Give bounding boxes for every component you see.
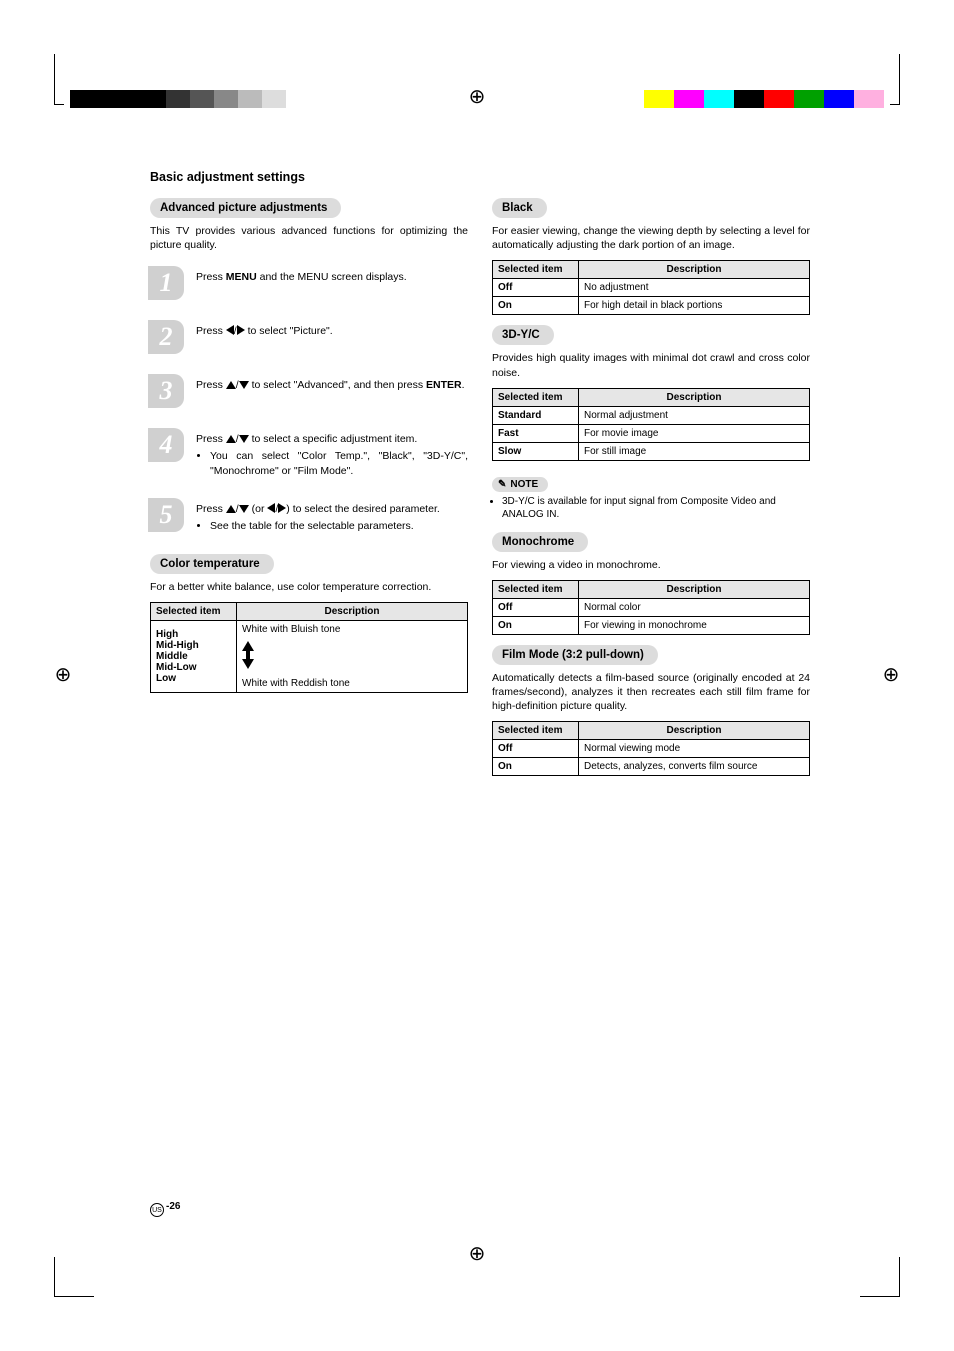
crop-mark-icon <box>860 1257 900 1297</box>
registration-bar-left <box>70 90 286 108</box>
section-heading: Monochrome <box>492 532 588 552</box>
crosshair-icon: ⊕ <box>466 1243 488 1265</box>
step-number-badge: 3 <box>148 374 184 408</box>
crop-mark-icon <box>54 54 94 94</box>
section: Film Mode (3:2 pull-down) Automatically d… <box>492 645 810 777</box>
section-intro: For viewing a video in monochrome. <box>492 558 810 572</box>
section-heading-advanced: Advanced picture adjustments <box>150 198 341 218</box>
step-text: Press / to select "Picture". <box>196 320 333 339</box>
section-intro: Provides high quality images with minima… <box>492 351 810 379</box>
step-text: Press / to select a specific adjustment … <box>196 428 468 478</box>
section-heading: Film Mode (3:2 pull-down) <box>492 645 658 665</box>
page-title: Basic adjustment settings <box>150 170 810 184</box>
step: 4 Press / to select a specific adjustment… <box>150 428 468 478</box>
crop-mark-icon <box>860 54 900 94</box>
section-intro: For easier viewing, change the viewing d… <box>492 224 810 252</box>
step-number-badge: 4 <box>148 428 184 462</box>
page-content: Basic adjustment settings Advanced pictu… <box>150 170 810 786</box>
step-number-badge: 5 <box>148 498 184 532</box>
crosshair-icon: ⊕ <box>52 664 74 686</box>
note-list: 3D-Y/C is available for input signal fro… <box>502 495 810 522</box>
region-badge: US <box>150 1203 164 1217</box>
section-intro: Automatically detects a film-based sourc… <box>492 671 810 714</box>
section-intro-colortemp: For a better white balance, use color te… <box>150 580 468 594</box>
options-table: Selected itemDescriptionStandardNormal a… <box>492 388 810 461</box>
options-table: Selected itemDescriptionOffNormal colorO… <box>492 580 810 635</box>
step-number-badge: 1 <box>148 266 184 300</box>
step: 2 Press / to select "Picture". <box>150 320 468 354</box>
section-heading: 3D-Y/C <box>492 325 554 345</box>
note-icon: ✎ <box>498 479 506 490</box>
scale-top-label: White with Bluish tone <box>242 624 462 635</box>
up-down-arrow-icon <box>242 641 254 669</box>
step-number-badge: 2 <box>148 320 184 354</box>
section-intro-advanced: This TV provides various advanced functi… <box>150 224 468 252</box>
scale-bottom-label: White with Reddish tone <box>242 678 462 689</box>
table-header: Description <box>237 602 468 620</box>
step: 1 Press MENU and the MENU screen displays… <box>150 266 468 300</box>
step-text: Press / to select "Advanced", and then p… <box>196 374 465 393</box>
colortemp-items: HighMid-HighMiddleMid-LowLow <box>151 620 237 692</box>
colortemp-table: Selected item Description HighMid-HighMi… <box>150 602 468 693</box>
table-header: Selected item <box>151 602 237 620</box>
section-heading: Black <box>492 198 547 218</box>
step-text: Press / (or /) to select the desired par… <box>196 498 440 533</box>
page-number: US-26 <box>150 1201 180 1217</box>
crop-mark-icon <box>54 1257 94 1297</box>
crosshair-icon: ⊕ <box>466 86 488 108</box>
colortemp-scale: White with Bluish tone White with Reddis… <box>237 620 468 692</box>
registration-bar-right <box>644 90 884 108</box>
note-badge: ✎NOTE <box>492 477 548 492</box>
section: 3D-Y/C Provides high quality images with … <box>492 325 810 521</box>
crosshair-icon: ⊕ <box>880 664 902 686</box>
options-table: Selected itemDescriptionOffNo adjustment… <box>492 260 810 315</box>
section: Black For easier viewing, change the view… <box>492 198 810 315</box>
right-column: Black For easier viewing, change the view… <box>492 198 810 786</box>
left-column: Advanced picture adjustments This TV pro… <box>150 198 468 786</box>
step: 3 Press / to select "Advanced", and then … <box>150 374 468 408</box>
section: Monochrome For viewing a video in monochr… <box>492 532 810 635</box>
options-table: Selected itemDescriptionOffNormal viewin… <box>492 721 810 776</box>
step: 5 Press / (or /) to select the desired pa… <box>150 498 468 533</box>
section-heading-colortemp: Color temperature <box>150 554 274 574</box>
steps-list: 1 Press MENU and the MENU screen displays… <box>150 266 468 533</box>
step-text: Press MENU and the MENU screen displays. <box>196 266 407 285</box>
